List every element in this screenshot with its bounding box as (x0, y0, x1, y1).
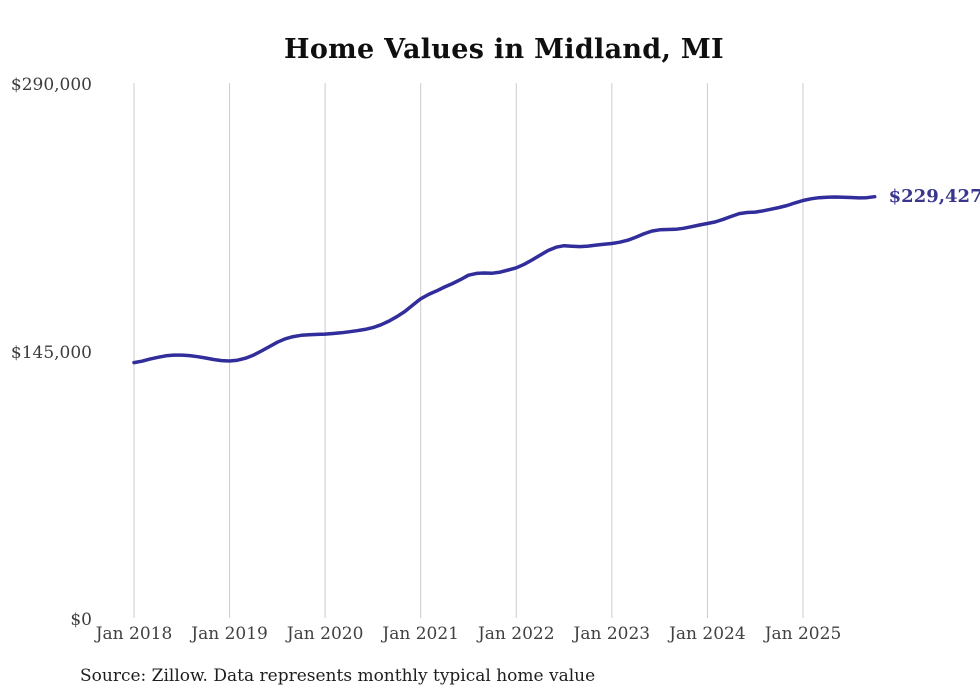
x-tick-label-jan-2018: Jan 2018 (95, 624, 173, 644)
x-tick-label-jan-2022: Jan 2022 (477, 624, 555, 644)
x-tick-label-jan-2021: Jan 2021 (382, 624, 459, 644)
y-tick-label-145000: $145,000 (10, 342, 92, 363)
x-tick-label-jan-2023: Jan 2023 (573, 624, 651, 644)
source-note: Source: Zillow. Data represents monthly … (80, 666, 596, 686)
x-tick-label-jan-2024: Jan 2024 (669, 624, 746, 644)
home-value-series-line (132, 194, 877, 365)
chart-title: Home Values in Midland, MI (284, 34, 724, 65)
latest-value-annotation: $229,427 (888, 185, 980, 207)
x-tick-label-jan-2020: Jan 2020 (286, 624, 364, 644)
y-tick-label-290000: $290,000 (10, 75, 92, 95)
x-tick-label-jan-2025: Jan 2025 (764, 624, 842, 644)
x-tick-label-jan-2019: Jan 2019 (191, 624, 268, 644)
y-tick-label-0: $0 (70, 610, 92, 630)
